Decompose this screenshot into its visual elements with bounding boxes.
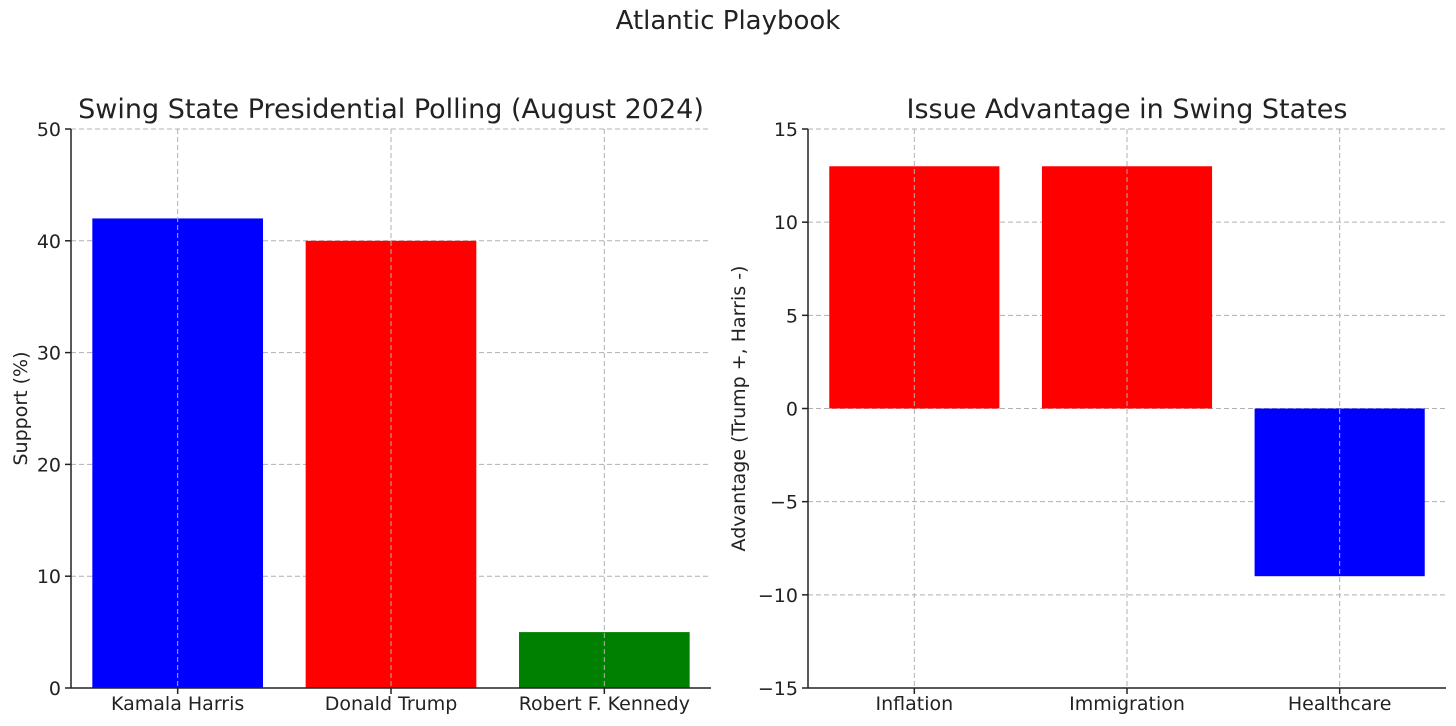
polling-ytick-label-3: 30 [37, 343, 61, 365]
issue-xtick-label-2: Healthcare [1288, 693, 1392, 715]
polling-ytick-label-2: 20 [37, 454, 61, 476]
polling-chart-title: Swing State Presidential Polling (August… [78, 94, 704, 125]
issue-ylabel: Advantage (Trump +, Harris -) [728, 266, 750, 552]
polling-xtick-label-1: Donald Trump [325, 693, 458, 715]
polling-xtick-label-2: Robert F. Kennedy [519, 693, 690, 715]
polling-xtick-label-0: Kamala Harris [111, 693, 244, 715]
issue-ytick-label-0: −15 [758, 678, 798, 700]
figure-suptitle: Atlantic Playbook [615, 6, 841, 36]
polling-ylabel: Support (%) [10, 351, 32, 465]
issue-xtick-label-1: Immigration [1069, 693, 1185, 715]
issue-ytick-label-3: 0 [786, 399, 798, 421]
issue-ytick-label-1: −10 [758, 585, 798, 607]
issue-bar-immigration [1041, 166, 1213, 409]
issue-ytick-label-5: 10 [774, 212, 798, 234]
issue-xtick-label-0: Inflation [876, 693, 954, 715]
issue-bar-inflation [829, 166, 1000, 409]
issue-chart-title: Issue Advantage in Swing States [907, 94, 1348, 125]
polling-ytick-label-0: 0 [49, 678, 61, 700]
polling-ytick-label-4: 40 [37, 231, 61, 253]
issue-ytick-label-4: 5 [786, 305, 798, 327]
polling-ytick-label-5: 50 [37, 119, 61, 141]
issue-ytick-label-2: −5 [770, 492, 798, 514]
issue-ytick-label-6: 15 [774, 119, 798, 141]
polling-ytick-label-1: 10 [37, 566, 61, 588]
